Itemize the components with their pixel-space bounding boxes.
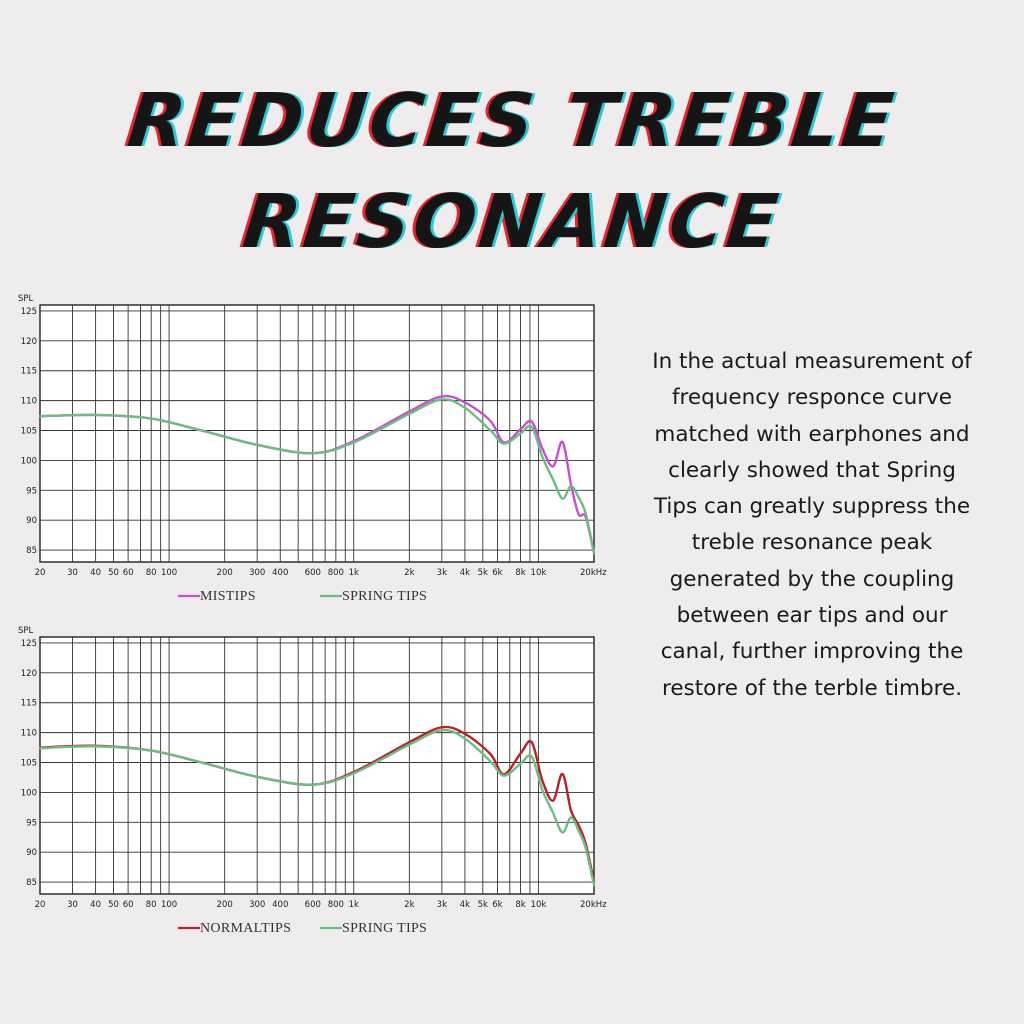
legend-label: SPRING TIPS (342, 589, 427, 604)
x-tick-label: 800 (328, 568, 344, 578)
x-tick-label: 1k (349, 900, 359, 910)
page-title-line-1: REDUCES TREBLE (123, 78, 901, 164)
chart-mistips-svg: SPL 85 90 95 100 105 110 115 120 125 20 30 40 50 60 80 1… (18, 294, 607, 604)
x-tick-label: 400 (272, 568, 288, 578)
x-tick-label: 3k (437, 900, 447, 910)
x-tick-label: 20kHz (580, 568, 607, 578)
plot-area (39, 636, 595, 895)
y-tick-label: 120 (21, 669, 37, 679)
y-axis-label: SPL (18, 294, 34, 304)
x-tick-label: 80 (146, 568, 157, 578)
y-tick-label: 85 (26, 878, 37, 888)
x-tick-label: 60 (123, 568, 134, 578)
x-tick-label: 10k (531, 568, 547, 578)
x-tick-label: 4k (460, 568, 470, 578)
y-tick-label: 90 (26, 848, 37, 858)
series-line-spring-tips (38, 728, 596, 887)
y-tick-label: 85 (26, 546, 37, 556)
x-tick-label: 200 (217, 568, 233, 578)
y-tick-label: 125 (21, 307, 37, 317)
y-tick-label: 95 (26, 486, 37, 496)
x-tick-label: 8k (515, 568, 525, 578)
description-text: In the actual measurement of frequency r… (652, 349, 972, 701)
x-tick-label: 300 (249, 900, 265, 910)
x-tick-label: 300 (249, 568, 265, 578)
legend-label: MISTIPS (200, 589, 256, 604)
frequency-response-chart-mistips: SPL 85 90 95 100 105 110 115 120 125 20 30 40 50 60 80 1… (14, 292, 614, 614)
x-tick-label: 1k (349, 568, 359, 578)
x-tick-label: 50 (108, 568, 119, 578)
x-tick-label: 50 (108, 900, 119, 910)
x-tick-label: 600 (305, 568, 321, 578)
x-tick-label: 40 (90, 568, 101, 578)
y-tick-label: 105 (21, 759, 37, 769)
y-tick-label: 120 (21, 337, 37, 347)
x-tick-label: 8k (515, 900, 525, 910)
x-tick-label: 5k (478, 568, 488, 578)
x-tick-label: 30 (67, 568, 78, 578)
y-tick-label: 95 (26, 818, 37, 828)
x-tick-label: 400 (272, 900, 288, 910)
y-tick-label: 110 (21, 397, 37, 407)
x-tick-label: 6k (492, 568, 502, 578)
x-tick-label: 800 (328, 900, 344, 910)
x-tick-label: 6k (492, 900, 502, 910)
x-tick-label: 20kHz (580, 900, 607, 910)
page-title-line-2: RESONANCE (239, 179, 785, 265)
y-tick-label: 105 (21, 427, 37, 437)
x-tick-label: 5k (478, 900, 488, 910)
y-tick-label: 115 (21, 699, 37, 709)
y-axis-label: SPL (18, 626, 34, 636)
legend-label: NORMALTIPS (200, 921, 291, 936)
x-tick-label: 2k (404, 900, 414, 910)
y-tick-label: 125 (21, 639, 37, 649)
y-tick-label: 100 (21, 456, 37, 466)
x-tick-label: 10k (531, 900, 547, 910)
x-tick-label: 100 (161, 900, 177, 910)
x-tick-label: 30 (67, 900, 78, 910)
y-tick-label: 100 (21, 788, 37, 798)
plot-area (39, 304, 595, 563)
y-tick-label: 110 (21, 729, 37, 739)
chart-normaltips-svg: SPL 85 90 95 100 105 110 115 120 125 20 30 40 50 60 80 1… (18, 626, 607, 936)
x-tick-label: 20 (35, 568, 46, 578)
x-tick-label: 3k (437, 568, 447, 578)
x-tick-label: 2k (404, 568, 414, 578)
x-tick-label: 80 (146, 900, 157, 910)
x-tick-label: 60 (123, 900, 134, 910)
x-tick-label: 4k (460, 900, 470, 910)
x-tick-label: 100 (161, 568, 177, 578)
y-tick-label: 115 (21, 367, 37, 377)
x-tick-label: 40 (90, 900, 101, 910)
frequency-response-chart-normaltips: SPL 85 90 95 100 105 110 115 120 125 20 30 40 50 60 80 1… (14, 624, 614, 946)
x-tick-label: 20 (35, 900, 46, 910)
x-tick-label: 200 (217, 900, 233, 910)
legend-label: SPRING TIPS (342, 921, 427, 936)
series-line-spring-tips (38, 398, 596, 555)
x-tick-label: 600 (305, 900, 321, 910)
y-tick-label: 90 (26, 516, 37, 526)
